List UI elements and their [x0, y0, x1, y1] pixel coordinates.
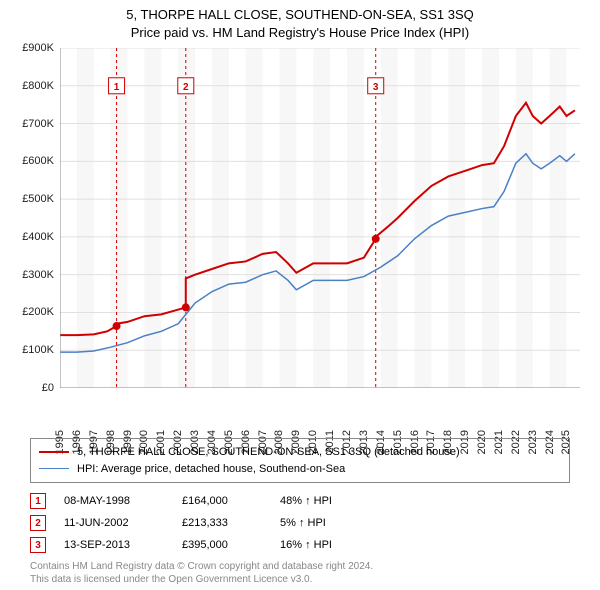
sale-diff: 16% ↑ HPI: [280, 539, 400, 551]
y-tick-label: £400K: [22, 231, 54, 243]
legend: 5, THORPE HALL CLOSE, SOUTHEND-ON-SEA, S…: [30, 438, 570, 483]
sale-row: 3 13-SEP-2013 £395,000 16% ↑ HPI: [30, 534, 570, 556]
svg-text:2: 2: [183, 82, 189, 93]
y-tick-label: £700K: [22, 118, 54, 130]
y-tick-label: £100K: [22, 344, 54, 356]
title-line-2: Price paid vs. HM Land Registry's House …: [0, 24, 600, 42]
footer-line-2: This data is licensed under the Open Gov…: [30, 573, 570, 586]
sale-row: 1 08-MAY-1998 £164,000 48% ↑ HPI: [30, 490, 570, 512]
y-tick-label: £500K: [22, 193, 54, 205]
title-line-1: 5, THORPE HALL CLOSE, SOUTHEND-ON-SEA, S…: [0, 6, 600, 24]
sale-price: £213,333: [182, 517, 262, 529]
y-tick-label: £800K: [22, 80, 54, 92]
y-axis: £0£100K£200K£300K£400K£500K£600K£700K£80…: [0, 48, 58, 388]
svg-text:1: 1: [114, 82, 120, 93]
sale-marker-box: 3: [30, 537, 46, 553]
y-tick-label: £200K: [22, 306, 54, 318]
chart-svg: 1 2 3: [60, 48, 580, 388]
y-tick-label: £900K: [22, 42, 54, 54]
legend-swatch: [39, 468, 69, 469]
sale-diff: 48% ↑ HPI: [280, 495, 400, 507]
sales-table: 1 08-MAY-1998 £164,000 48% ↑ HPI 2 11-JUN-200…: [30, 490, 570, 556]
legend-row: HPI: Average price, detached house, Sout…: [39, 461, 561, 478]
legend-label: HPI: Average price, detached house, Sout…: [77, 461, 345, 478]
x-axis: 1995199619971998199920002001200220032004…: [60, 390, 580, 430]
y-tick-label: £300K: [22, 269, 54, 281]
y-tick-label: £600K: [22, 155, 54, 167]
sale-price: £395,000: [182, 539, 262, 551]
sale-row: 2 11-JUN-2002 £213,333 5% ↑ HPI: [30, 512, 570, 534]
sale-marker-box: 2: [30, 515, 46, 531]
sale-date: 11-JUN-2002: [64, 517, 164, 529]
chart: 1 2 3: [60, 48, 580, 388]
footer-line-1: Contains HM Land Registry data © Crown c…: [30, 560, 570, 573]
footer: Contains HM Land Registry data © Crown c…: [30, 560, 570, 586]
y-tick-label: £0: [42, 382, 54, 394]
sale-diff: 5% ↑ HPI: [280, 517, 400, 529]
svg-text:3: 3: [373, 82, 379, 93]
sale-date: 08-MAY-1998: [64, 495, 164, 507]
sale-date: 13-SEP-2013: [64, 539, 164, 551]
legend-row: 5, THORPE HALL CLOSE, SOUTHEND-ON-SEA, S…: [39, 444, 561, 461]
legend-swatch: [39, 451, 69, 453]
sale-price: £164,000: [182, 495, 262, 507]
sale-marker-box: 1: [30, 493, 46, 509]
legend-label: 5, THORPE HALL CLOSE, SOUTHEND-ON-SEA, S…: [77, 444, 460, 461]
